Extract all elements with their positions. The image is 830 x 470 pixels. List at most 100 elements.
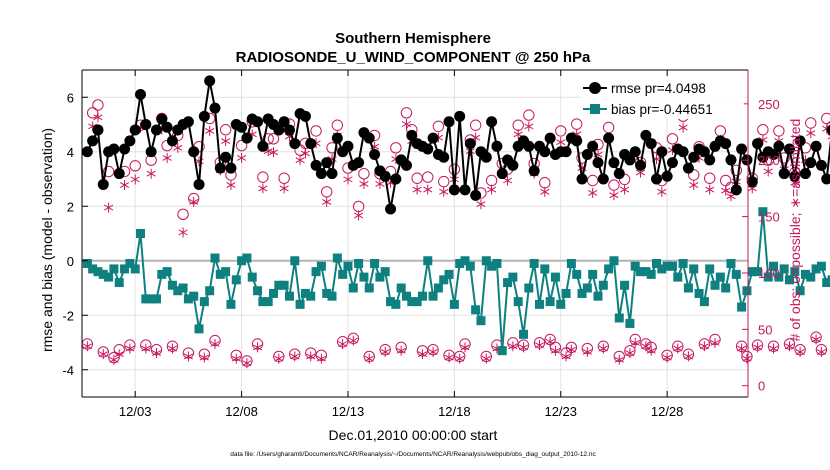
bias-point xyxy=(391,299,401,309)
asterisk-stroke xyxy=(630,339,640,346)
rmse-point xyxy=(826,124,830,136)
bias-point xyxy=(417,291,427,301)
bias-point xyxy=(582,283,592,293)
assimilated-obs-marker xyxy=(673,343,683,354)
assimilated-obs-marker xyxy=(524,121,534,132)
asterisk-stroke xyxy=(141,345,151,352)
assimilated-obs-marker xyxy=(811,334,821,345)
rmse-point xyxy=(182,116,194,128)
assimilated-obs-marker xyxy=(114,349,124,360)
assimilated-obs-marker xyxy=(566,344,576,355)
bias-point xyxy=(620,280,630,290)
bias-point xyxy=(492,258,502,268)
bias-point xyxy=(354,258,364,268)
assimilated-obs-marker xyxy=(614,354,624,365)
assimilated-obs-marker xyxy=(561,351,571,362)
chart-subtitle: RADIOSONDE_U_WIND_COMPONENT @ 250 hPa xyxy=(236,49,591,66)
assimilated-obs-marker xyxy=(545,336,555,347)
rmse-point xyxy=(209,102,221,114)
assimilated-obs-marker xyxy=(763,166,773,177)
asterisk-stroke xyxy=(550,347,561,354)
bias-point xyxy=(465,261,475,271)
possible-obs-marker xyxy=(219,124,232,136)
asterisk-stroke xyxy=(487,186,497,193)
rmse-point xyxy=(225,162,237,174)
bias-point xyxy=(524,283,534,293)
bias-point xyxy=(556,299,566,309)
rmse-point xyxy=(459,184,471,196)
asterisk-stroke xyxy=(300,150,310,157)
bias-point xyxy=(386,297,396,307)
bias-point xyxy=(269,288,279,298)
bias-point xyxy=(173,286,183,296)
assimilated-obs-marker xyxy=(827,133,830,140)
bias-point xyxy=(370,258,380,268)
assimilated-obs-marker xyxy=(806,128,816,139)
bias-point xyxy=(396,283,406,293)
rmse-point xyxy=(204,75,216,87)
bias-point xyxy=(327,291,337,301)
bias-point xyxy=(694,288,704,298)
asterisk-stroke xyxy=(524,123,534,130)
legend-background xyxy=(580,77,744,119)
assimilated-obs-marker xyxy=(178,227,188,238)
bias-point xyxy=(561,288,571,298)
asterisk-stroke xyxy=(481,355,491,362)
asterisk-stroke xyxy=(162,155,172,161)
rmse-point xyxy=(682,162,694,174)
bias-point xyxy=(375,272,385,282)
assimilated-obs-marker xyxy=(737,343,747,354)
bias-point xyxy=(806,272,816,282)
asterisk-stroke xyxy=(114,351,124,358)
y-tick-label: -2 xyxy=(62,308,74,323)
rmse-point xyxy=(438,151,450,163)
bias-point xyxy=(88,264,98,274)
bias-point xyxy=(742,286,752,296)
assimilated-obs-marker xyxy=(125,343,135,354)
bias-point xyxy=(784,275,794,285)
asterisk-stroke xyxy=(231,355,241,362)
rmse-point xyxy=(810,140,822,152)
possible-obs-marker xyxy=(730,164,742,177)
rmse-point xyxy=(443,116,455,128)
assimilated-obs-marker xyxy=(189,196,199,207)
assimilated-obs-marker xyxy=(540,186,550,197)
x-tick-label: 12/28 xyxy=(651,404,684,419)
assimilated-obs-marker xyxy=(582,346,592,357)
asterisk-stroke xyxy=(737,345,747,352)
bias-point xyxy=(577,288,587,298)
rmse-point xyxy=(379,170,391,182)
assimilated-obs-marker xyxy=(476,199,486,210)
rmse-point xyxy=(342,140,354,152)
assimilated-obs-marker xyxy=(258,183,268,194)
bias-point xyxy=(731,269,741,279)
assimilated-obs-marker xyxy=(109,354,119,365)
bias-point xyxy=(790,267,800,277)
bias-point xyxy=(519,329,529,339)
assimilated-obs-marker xyxy=(620,184,630,195)
bias-point xyxy=(221,267,231,277)
assimilated-obs-marker xyxy=(119,180,130,191)
bias-point xyxy=(636,267,646,277)
bias-point xyxy=(689,264,699,274)
possible-obs-marker xyxy=(267,133,280,145)
asterisk-stroke xyxy=(343,176,353,183)
bias-point xyxy=(109,264,119,274)
asterisk-stroke xyxy=(322,198,332,205)
possible-obs-marker xyxy=(177,208,189,221)
assimilated-obs-marker xyxy=(487,184,497,195)
assimilated-obs-marker xyxy=(380,346,390,357)
bias-point xyxy=(343,261,353,271)
axis-layer: 12/03 12/08 12/13 12/18 12/23 12/28 -4 -2 0 2 4 6 0 5… xyxy=(62,69,780,419)
bias-point xyxy=(460,256,470,266)
rmse-point xyxy=(331,132,343,144)
assimilated-obs-marker xyxy=(93,112,103,123)
asterisk-stroke xyxy=(226,182,236,188)
bias-point xyxy=(598,280,608,290)
assimilated-obs-marker xyxy=(237,152,247,163)
asterisk-stroke xyxy=(104,204,114,211)
bias-point xyxy=(604,264,614,274)
x-tick-label: 12/18 xyxy=(438,404,471,419)
rmse-point xyxy=(150,124,162,136)
